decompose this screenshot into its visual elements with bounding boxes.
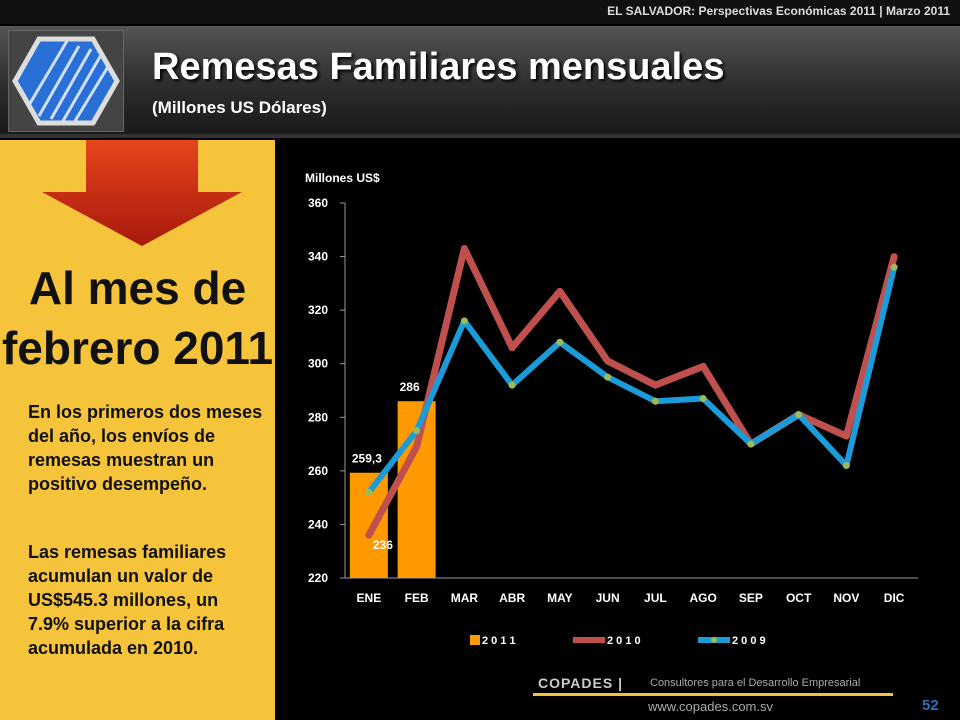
marker (747, 440, 755, 448)
x-tick-label: FEB (405, 591, 429, 605)
value-label: 286 (400, 380, 420, 394)
marker (699, 395, 707, 403)
legend-swatch (470, 635, 480, 645)
line (365, 245, 898, 537)
y-tick-label: 220 (308, 571, 328, 585)
marker (365, 488, 373, 496)
value-label: 259,3 (352, 452, 382, 466)
x-tick-label: ENE (357, 591, 382, 605)
heading: Al mes de febrero 2011 (1, 262, 274, 374)
marker (604, 357, 612, 365)
logo (8, 30, 124, 132)
x-tick-label: MAR (451, 591, 479, 605)
line (366, 266, 898, 495)
paragraph: En los primeros dos meses del año, los e… (28, 402, 263, 494)
y-tick-label: 260 (308, 464, 328, 478)
x-tick-label: MAY (547, 591, 573, 605)
chart: Millones US$ 220 240 260 280 300 320 340 360 ENE… (305, 171, 918, 647)
page-number: 52 (922, 697, 939, 714)
footer-tagline: Consultores para el Desarrollo Empresari… (650, 677, 861, 689)
marker (795, 411, 803, 419)
legend-label: 2 0 0 9 (732, 635, 766, 647)
y-tick-label: 360 (308, 196, 328, 210)
x-tick-label: JUL (644, 591, 667, 605)
marker (413, 427, 421, 435)
y-tick-label: 280 (308, 410, 328, 424)
top-bar: EL SALVADOR: Perspectivas Económicas 201… (0, 0, 960, 24)
footer-url: www.copades.com.sv (648, 699, 773, 714)
x-tick-label: SEP (739, 591, 763, 605)
y-tick-label: 240 (308, 517, 328, 531)
footer-line (533, 693, 893, 696)
x-tick-label: ABR (499, 591, 525, 605)
x-tick-label: JUN (596, 591, 620, 605)
top-note: EL SALVADOR: Perspectivas Económicas 201… (607, 4, 950, 18)
marker (365, 531, 373, 539)
title: Remesas Familiares mensuales (152, 46, 725, 88)
marker (508, 344, 516, 352)
arrow (42, 140, 242, 246)
legend-swatch (711, 637, 717, 643)
marker (556, 287, 564, 295)
y-tick-label: 340 (308, 250, 328, 264)
marker (699, 362, 707, 370)
y-axis-label: Millones US$ (305, 171, 380, 185)
marker (508, 381, 516, 389)
marker (842, 462, 850, 469)
marker (460, 245, 468, 253)
legend-label: 2 0 1 1 (482, 635, 516, 647)
value-label: 236 (373, 538, 393, 552)
y-tick-label: 300 (308, 357, 328, 371)
x-tick-label: NOV (833, 591, 859, 605)
marker (890, 253, 898, 261)
y-tick-label: 320 (308, 303, 328, 317)
footer-brand: COPADES | (538, 675, 624, 691)
banner: Remesas Familiares mensuales (Millones U… (0, 26, 960, 138)
marker (651, 397, 659, 405)
left-panel: Al mes de febrero 2011 En los primeros d… (0, 140, 275, 720)
marker (413, 443, 421, 451)
paragraph: Las remesas familiares acumulan un valor… (28, 542, 227, 658)
legend-label: 2 0 1 0 (607, 635, 641, 647)
x-tick-label: DIC (884, 591, 905, 605)
marker (604, 373, 612, 381)
marker (890, 263, 898, 271)
marker (651, 381, 659, 389)
x-tick-label: AGO (689, 591, 716, 605)
subtitle: (Millones US Dólares) (152, 98, 327, 117)
marker (842, 432, 850, 440)
legend-swatch (586, 637, 592, 643)
marker (556, 338, 564, 346)
x-tick-label: OCT (786, 591, 812, 605)
marker (460, 317, 468, 325)
